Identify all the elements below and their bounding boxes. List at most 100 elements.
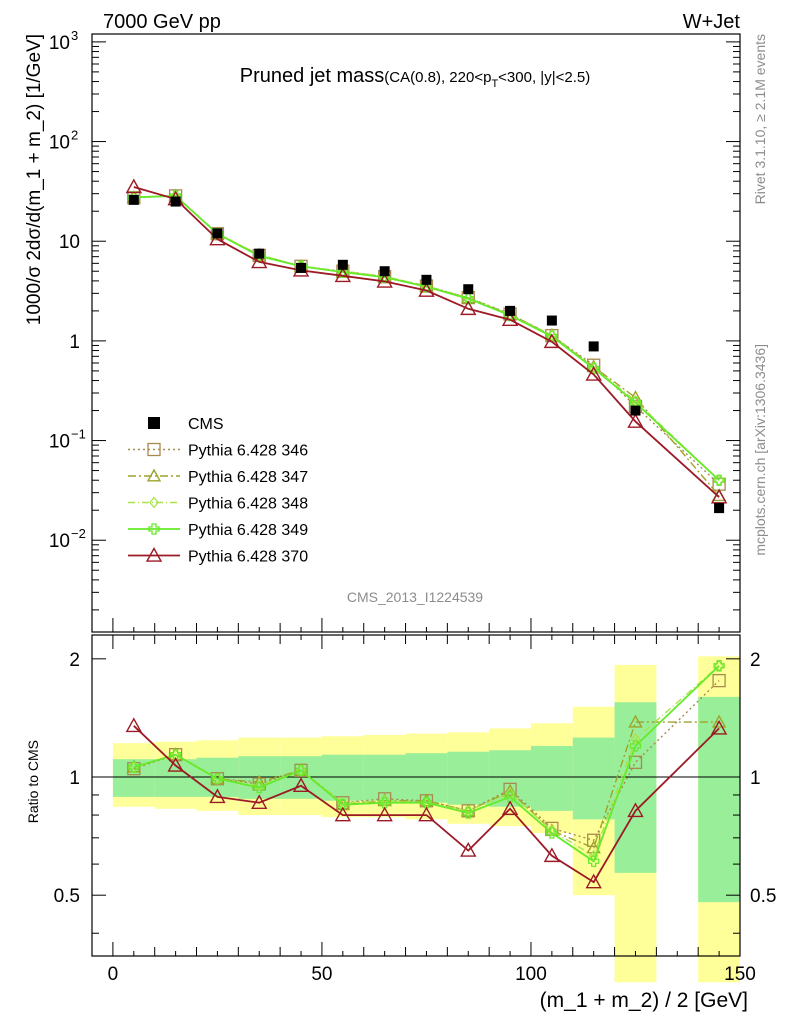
x-tick-label: 150 [724,964,756,985]
marker-diamond [547,329,557,342]
green-band [698,696,740,903]
y-tick-exponent: −1 [71,427,86,442]
series-line [133,194,720,481]
marker-square [712,673,726,688]
marker-triangle [501,311,519,327]
marker-triangle [543,847,561,863]
ratio-tick-label-right: 0.5 [750,886,776,907]
legend-label: Pythia 6.428 347 [188,469,308,486]
green-band [530,745,573,811]
marker-diamond [379,794,390,807]
data-point [337,259,348,270]
data-point [170,196,181,207]
legend-label: CMS [188,416,224,433]
source-info: mcplots.cern.ch [arXiv:1306.3436] [752,344,768,556]
marker-triangle [460,300,477,316]
ratio-series [125,659,728,889]
green-band [447,751,490,805]
plot-title-main: Pruned jet mass [240,65,385,87]
data-point [421,274,432,285]
marker-triangle [334,267,352,283]
marker-diamond [254,779,265,792]
main-frame [91,33,741,633]
plot-title-subscript: T [491,78,498,90]
data-points [128,194,725,514]
marker-triangle [209,788,226,804]
legend: CMS Pythia 6.428 346 Pythia 6.428 347 Pythi… [128,416,308,566]
marker-triangle [125,717,142,733]
marker-diamond [547,824,557,837]
marker-triangle [376,806,393,822]
data-point [630,405,641,416]
marker-triangle [145,547,163,562]
marker-cross [713,474,725,486]
header-right: W+Jet [683,11,741,33]
marker-diamond [505,787,515,800]
legend-label: Pythia 6.428 349 [188,522,308,539]
ratio-tick-label-right: 2 [750,650,761,671]
ratio-frame [91,634,741,957]
data-point [379,266,390,277]
plot-title-detail: (CA(0.8), 220<p [384,69,491,86]
data-point [546,315,557,326]
data-point [505,305,516,316]
marker-triangle [585,873,602,889]
marker-triangle [627,802,644,818]
plot-frames [91,33,741,957]
marker-cross [588,362,600,375]
y-tick-label: 10 [49,33,70,54]
marker-cross [295,764,307,776]
marker-diamond [463,804,474,817]
marker-square [147,442,161,457]
marker-cross [629,740,642,752]
y-tick-exponent: 3 [71,28,78,43]
y-tick-label: 10 [49,133,70,154]
data-point [714,503,725,514]
ratio-tick-label-left: 2 [69,650,80,671]
legend-label: Pythia 6.428 348 [188,496,308,513]
data-point [128,194,139,205]
series-line [133,186,720,498]
y-tick-label: 10 [49,531,70,552]
header-left: 7000 GeV pp [103,11,221,33]
ratio-uncertainty-bands [112,656,740,983]
marker-cross [211,773,224,785]
marker-cross [504,791,516,803]
marker-cross [169,749,182,761]
marker-cross [253,781,265,794]
data-point [254,248,265,259]
data-point [588,341,599,352]
marker-cross [378,797,391,809]
marker-triangle [334,806,352,822]
marker-cross [420,797,433,809]
marker-triangle [209,230,226,246]
ratio-tick-label-left: 1 [69,768,80,789]
marker-cross [588,855,600,867]
marker-triangle [251,253,268,269]
x-tick-label: 50 [311,964,332,985]
marker-triangle [585,366,602,381]
marker-triangle [627,413,644,428]
analysis-id: CMS_2013_I1224539 [347,589,483,605]
marker-triangle [543,333,561,349]
y-axis-label: 1000/σ 2dσ/d(m_1 + m_2) [1/GeV] [24,34,45,325]
marker-triangle [586,840,601,854]
legend-marker-cms [148,417,160,429]
marker-diamond [149,496,159,509]
marker-cross [337,266,349,278]
y-tick-exponent: −2 [71,526,86,541]
ratio-tick-label-right: 1 [750,768,761,789]
marker-triangle [460,842,477,857]
marker-triangle [376,272,393,288]
marker-triangle [501,800,519,816]
data-point [212,228,223,239]
x-tick-label: 0 [108,964,119,985]
y-tick-label: 10 [49,432,70,453]
marker-triangle [711,714,727,728]
marker-cross [337,799,349,811]
green-band [572,737,615,820]
x-axis-label: (m_1 + m_2) / 2 [GeV] [540,989,748,1012]
marker-cross [462,807,474,819]
